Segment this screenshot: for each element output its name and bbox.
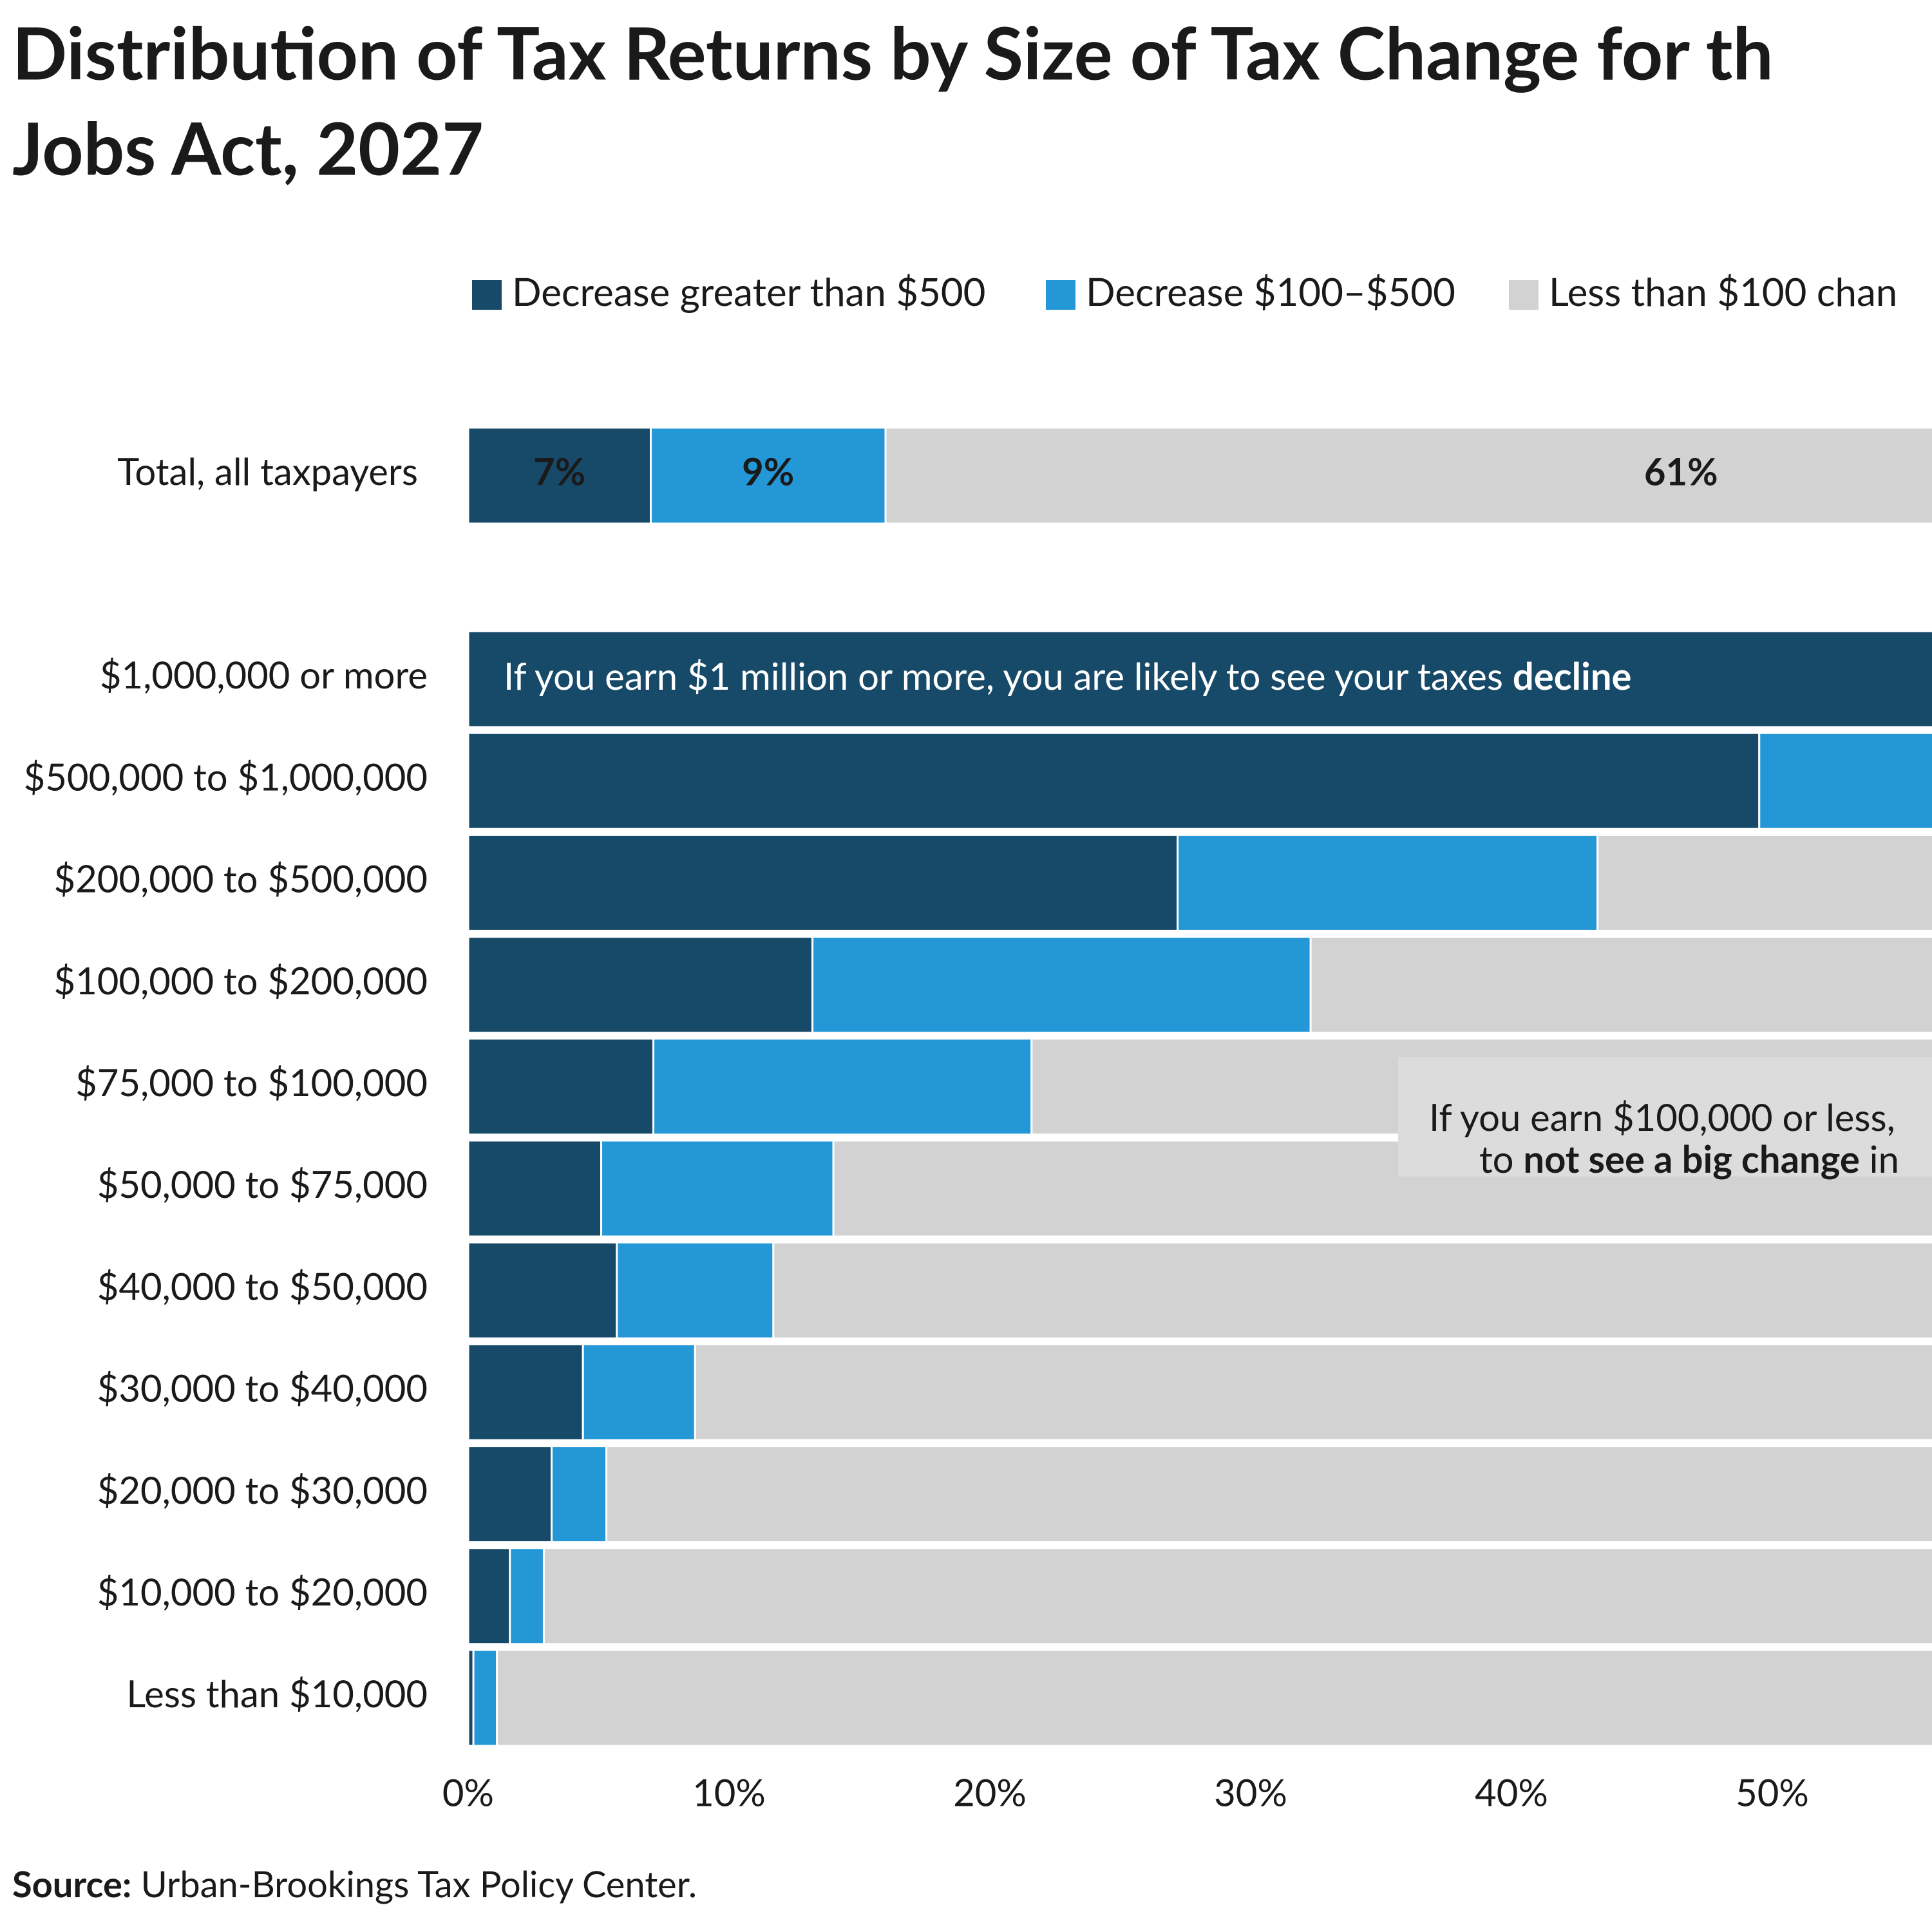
bar-segment <box>582 1343 696 1441</box>
bar-segment <box>551 1445 608 1544</box>
bar-segment <box>467 1139 603 1238</box>
y-tick-label: $1,000,000 or more <box>100 652 428 697</box>
legend-swatch <box>1046 280 1075 310</box>
bar-segment <box>1758 732 1932 830</box>
bar-segment <box>1177 833 1599 932</box>
y-tick-label: $30,000 to $40,000 <box>97 1366 428 1410</box>
annotation-run: to <box>1479 1137 1523 1181</box>
bar-segment <box>605 1445 1932 1544</box>
y-tick-label: $10,000 to $20,000 <box>97 1569 428 1614</box>
x-tick-label: 10% <box>692 1770 766 1815</box>
annotation-run: decline <box>1513 654 1632 698</box>
bar-segment <box>467 732 1761 830</box>
bar-segment <box>467 426 652 525</box>
x-tick-label: 30% <box>1214 1770 1287 1815</box>
bar-segment <box>650 426 887 525</box>
data-label: 7% <box>533 449 585 493</box>
annotation-run: not see a big change <box>1523 1137 1859 1181</box>
bar-segment <box>509 1547 545 1645</box>
bar-segment <box>694 1343 1932 1441</box>
source: Source: Urban-Brookings Tax Policy Cente… <box>12 1862 697 1905</box>
y-tick-label: $75,000 to $100,000 <box>75 1060 428 1104</box>
bar-segment <box>542 1547 1932 1645</box>
x-tick-label: 20% <box>953 1770 1027 1815</box>
annotation: If you earn $100,000 or less, <box>1429 1095 1895 1139</box>
annotation-run: in <box>1860 1137 1899 1181</box>
legend-swatch <box>1509 280 1539 310</box>
chart-title: Distribution of Tax Returns by Size of T… <box>12 8 1774 95</box>
data-label: 9% <box>742 449 794 493</box>
legend-label: Decrease greater than $500 <box>512 268 985 314</box>
data-label: 61% <box>1644 449 1718 493</box>
bar-segment <box>467 1547 511 1645</box>
legend-label: Less than $100 chan <box>1549 268 1897 314</box>
annotation-run: Urban-Brookings Tax Policy Center. <box>131 1862 697 1905</box>
bar-segment <box>467 1241 618 1340</box>
x-tick-label: 40% <box>1475 1770 1548 1815</box>
legend-label: Decrease $100–$500 <box>1086 268 1455 314</box>
bar-segment <box>811 936 1312 1034</box>
annotation: to not see a big change in <box>1479 1137 1899 1181</box>
bar-segment <box>616 1241 775 1340</box>
bar-segment <box>467 833 1179 932</box>
y-tick-label: $200,000 to $500,000 <box>53 857 428 901</box>
annotation-box <box>1398 1057 1932 1177</box>
bar-segment <box>467 1445 553 1544</box>
bar-segment <box>1596 833 1932 932</box>
bar-segment <box>884 426 1932 525</box>
y-tick-label: $40,000 to $50,000 <box>97 1264 428 1308</box>
bar-segment <box>467 1343 584 1441</box>
bar-segment <box>652 1037 1033 1136</box>
y-tick-label: $500,000 to $1,000,000 <box>24 754 428 799</box>
annotation: If you earn $1 million or more, you are … <box>504 654 1632 698</box>
bar-segment <box>496 1649 1932 1747</box>
x-tick-label: 0% <box>442 1770 494 1815</box>
bar-segment <box>600 1139 835 1238</box>
annotation-run: If you earn $1 million or more, you are … <box>504 654 1513 698</box>
y-tick-label: $100,000 to $200,000 <box>53 958 428 1003</box>
bar-segment <box>472 1649 498 1747</box>
bar-segment <box>1309 936 1932 1034</box>
legend-swatch <box>472 280 502 310</box>
bar-segment <box>772 1241 1932 1340</box>
bar-segment <box>467 936 814 1034</box>
x-tick-label: 50% <box>1736 1770 1809 1815</box>
bar-segment <box>467 1037 655 1136</box>
annotation-run: If you earn $100,000 or less, <box>1429 1095 1895 1139</box>
y-tick-label: $20,000 to $30,000 <box>97 1468 428 1512</box>
annotation-run: Source: <box>12 1862 131 1905</box>
y-tick-label: $50,000 to $75,000 <box>97 1162 428 1206</box>
bar-segment <box>467 630 1932 728</box>
y-tick-label: Less than $10,000 <box>126 1671 428 1716</box>
y-tick-label: Total, all taxpayers <box>117 449 418 493</box>
chart-title: Jobs Act, 2027 <box>12 104 484 191</box>
